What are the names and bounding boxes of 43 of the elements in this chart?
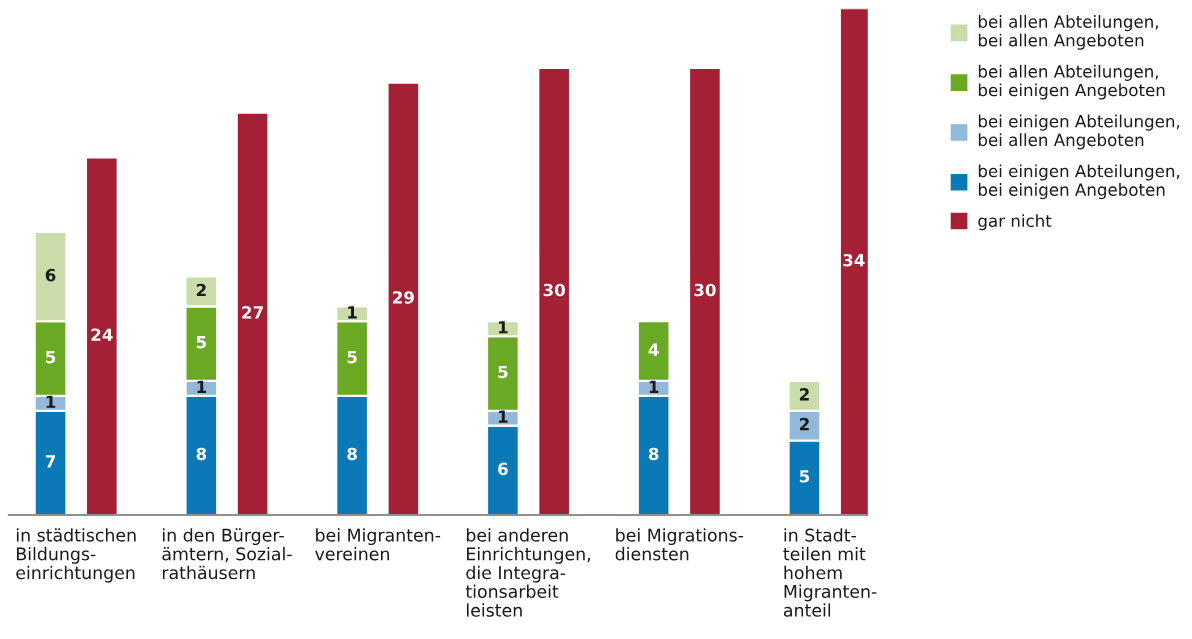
data-label: 29 [393,291,414,304]
legend-label: bei einigen Abteilungen, bei einigen Angeboten [978,164,1180,200]
data-label: 5 [347,350,357,364]
data-label: 1 [498,321,508,334]
data-label: 6 [45,268,56,282]
bar [688,66,722,516]
data-label: 8 [648,447,659,461]
data-label: 2 [799,417,809,431]
data-label: 4 [648,343,659,356]
data-label: 1 [498,410,508,423]
data-label: 8 [196,447,207,461]
data-label: 2 [196,283,206,297]
legend-label: gar nicht [978,214,1052,231]
data-label: 27 [242,306,263,319]
bar [386,81,421,516]
data-label: 5 [498,365,508,379]
data-label: 7 [45,455,56,468]
legend-label: bei allen Abteilungen, bei allen Angeboten [978,15,1158,50]
x-tick-label: in Stadt- teilen mit hohem Migranten- anteil [783,528,877,617]
data-label: 30 [543,283,565,297]
data-label: 24 [91,328,113,341]
data-label: 6 [498,462,508,476]
data-label: 2 [799,388,809,401]
x-tick-label: in städtischen Bildungs- einrichtungen [16,528,136,583]
data-label: 30 [694,283,716,297]
bar [84,156,119,516]
legend-label: bei allen Abteilungen, bei einigen Angeboten [978,64,1165,100]
x-tick-label: bei Migrations- diensten [615,528,744,561]
x-tick-label: bei anderen Einrichtungen, die Integra- tionsarbeit leisten [465,528,590,617]
x-tick-label: in den Bürger- ämtern, Sozial- rathäusern [162,528,292,580]
data-label: 34 [843,253,865,267]
legend-label: bei einigen Abteilungen, bei allen Angeboten [978,114,1180,150]
data-label: 5 [799,470,810,483]
data-label: 1 [649,380,659,393]
data-label: 5 [46,350,56,364]
data-label: 8 [347,447,357,461]
data-label: 1 [348,306,357,319]
data-label: 1 [197,380,206,393]
bar [235,111,270,516]
x-tick-label: bei Migranten- vereinen [315,528,441,561]
bar [537,66,572,516]
data-label: 5 [196,336,206,349]
data-label: 1 [46,395,56,408]
